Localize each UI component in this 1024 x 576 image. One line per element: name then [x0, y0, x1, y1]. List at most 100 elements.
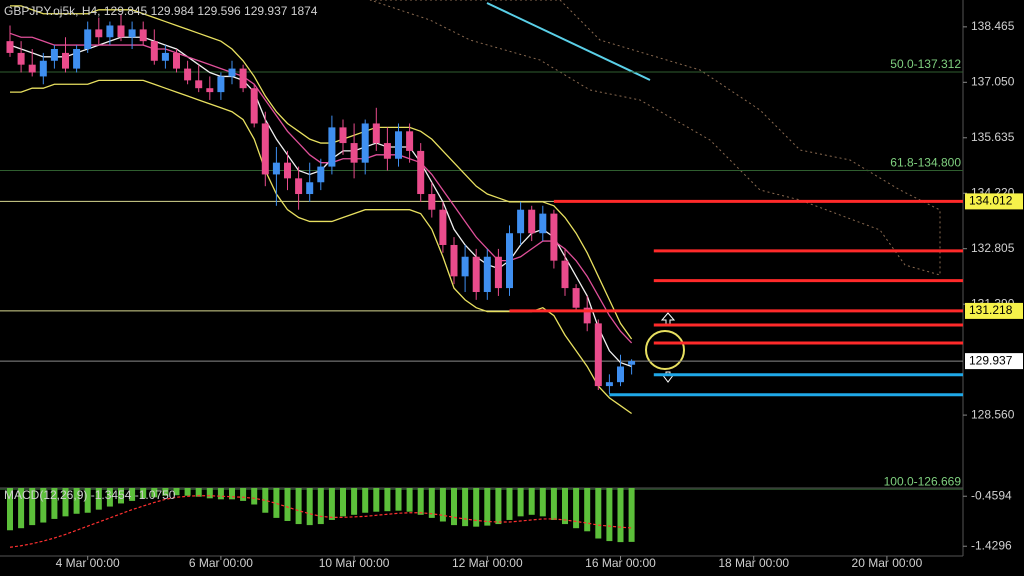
- price-label-box: [965, 302, 1023, 319]
- macd-bar: [251, 488, 258, 505]
- macd-bar: [506, 488, 513, 520]
- candle-body: [73, 48, 81, 69]
- candle-body: [6, 41, 14, 53]
- macd-bar: [439, 488, 446, 522]
- macd-bar: [129, 488, 136, 501]
- macd-header: MACD(12,26,9) -1.3454 -1.0750: [4, 488, 176, 502]
- candle-body: [228, 68, 236, 77]
- price-label: 131.218: [969, 303, 1013, 317]
- macd-bar: [317, 488, 324, 525]
- candle-body: [395, 131, 402, 159]
- x-tick-label: 4 Mar 00:00: [56, 556, 120, 570]
- candle-body: [472, 256, 480, 293]
- macd-bar: [40, 488, 47, 523]
- x-tick-label: 6 Mar 00:00: [189, 556, 253, 570]
- macd-bar: [373, 488, 380, 512]
- candle-body: [28, 64, 36, 73]
- candle-body: [528, 209, 536, 234]
- macd-main: -1.3454: [91, 488, 132, 502]
- macd-bar: [206, 488, 213, 499]
- macd-bar: [550, 488, 557, 520]
- candle-body: [184, 68, 192, 81]
- candle-body: [361, 123, 369, 163]
- macd-bar: [73, 488, 80, 514]
- candle-body: [195, 80, 203, 89]
- price-label: 134.012: [969, 194, 1013, 208]
- macd-bar: [140, 488, 147, 499]
- macd-bar: [262, 488, 269, 513]
- candle-body: [217, 76, 225, 93]
- macd-bar: [295, 488, 302, 525]
- macd-bar: [451, 488, 457, 526]
- volume: 1874: [291, 4, 318, 18]
- macd-bar: [84, 488, 91, 513]
- macd-bar: [328, 488, 335, 520]
- macd-bar: [528, 488, 535, 515]
- macd-bar: [151, 488, 158, 498]
- y-tick-label: 128.560: [971, 407, 1015, 421]
- candle-body: [450, 244, 458, 277]
- macd-bar: [217, 488, 224, 500]
- candle-body: [239, 68, 247, 89]
- candle-body: [628, 361, 636, 365]
- macd-bar: [184, 488, 191, 496]
- candle-body: [62, 52, 69, 69]
- macd-bar: [95, 488, 102, 510]
- macd-bar: [18, 488, 25, 529]
- candle-body: [95, 29, 103, 38]
- candle-body: [506, 233, 513, 289]
- macd-bar: [584, 488, 591, 532]
- price-label: 129.937: [969, 353, 1013, 367]
- macd-bar: [539, 488, 546, 517]
- candle-body: [139, 29, 147, 42]
- x-tick-label: 18 Mar 00:00: [718, 556, 789, 570]
- fib-label: 50.0-137.312: [890, 57, 961, 71]
- macd-bar: [118, 488, 124, 504]
- macd-bar: [495, 488, 502, 525]
- macd-bar: [573, 488, 580, 529]
- candle-body: [317, 166, 325, 183]
- candle-body: [250, 88, 258, 124]
- macd-bar: [273, 488, 280, 518]
- macd-bar: [173, 488, 180, 496]
- macd-bar: [29, 488, 36, 526]
- macd-bar: [195, 488, 202, 497]
- macd-bar: [617, 488, 624, 543]
- candle-body: [173, 52, 180, 69]
- candle-body: [328, 127, 336, 167]
- close: 129.937: [244, 4, 288, 18]
- macd-bar: [351, 488, 358, 515]
- macd-bar: [7, 488, 13, 531]
- candle-body: [117, 25, 125, 38]
- macd-bar: [62, 488, 69, 517]
- macd-bar: [162, 488, 169, 496]
- macd-bar: [473, 488, 480, 527]
- candle-body: [50, 48, 58, 61]
- y-tick-label: 135.635: [971, 130, 1015, 144]
- circle-annotation: [645, 330, 685, 370]
- price-label-box: [965, 353, 1023, 370]
- candle-body: [84, 29, 92, 49]
- candle-body: [550, 213, 558, 261]
- high: 129.984: [151, 4, 195, 18]
- candle-body: [128, 29, 136, 38]
- macd-bar: [229, 488, 235, 500]
- candle-body: [17, 52, 25, 65]
- macd-bar: [462, 488, 469, 527]
- candle-body: [572, 288, 580, 308]
- candle-body: [583, 307, 591, 324]
- candle-body: [428, 194, 436, 210]
- macd-bar: [417, 488, 424, 515]
- candle-body: [483, 256, 491, 293]
- candle-body: [350, 143, 358, 163]
- candle-body: [206, 88, 214, 93]
- candle-body: [284, 162, 291, 179]
- macd-signal-line: [9, 495, 632, 548]
- macd-bar: [384, 488, 391, 512]
- low: 129.596: [197, 4, 241, 18]
- candle-body: [517, 209, 525, 234]
- macd-bar: [606, 488, 613, 542]
- macd-bar: [562, 488, 568, 525]
